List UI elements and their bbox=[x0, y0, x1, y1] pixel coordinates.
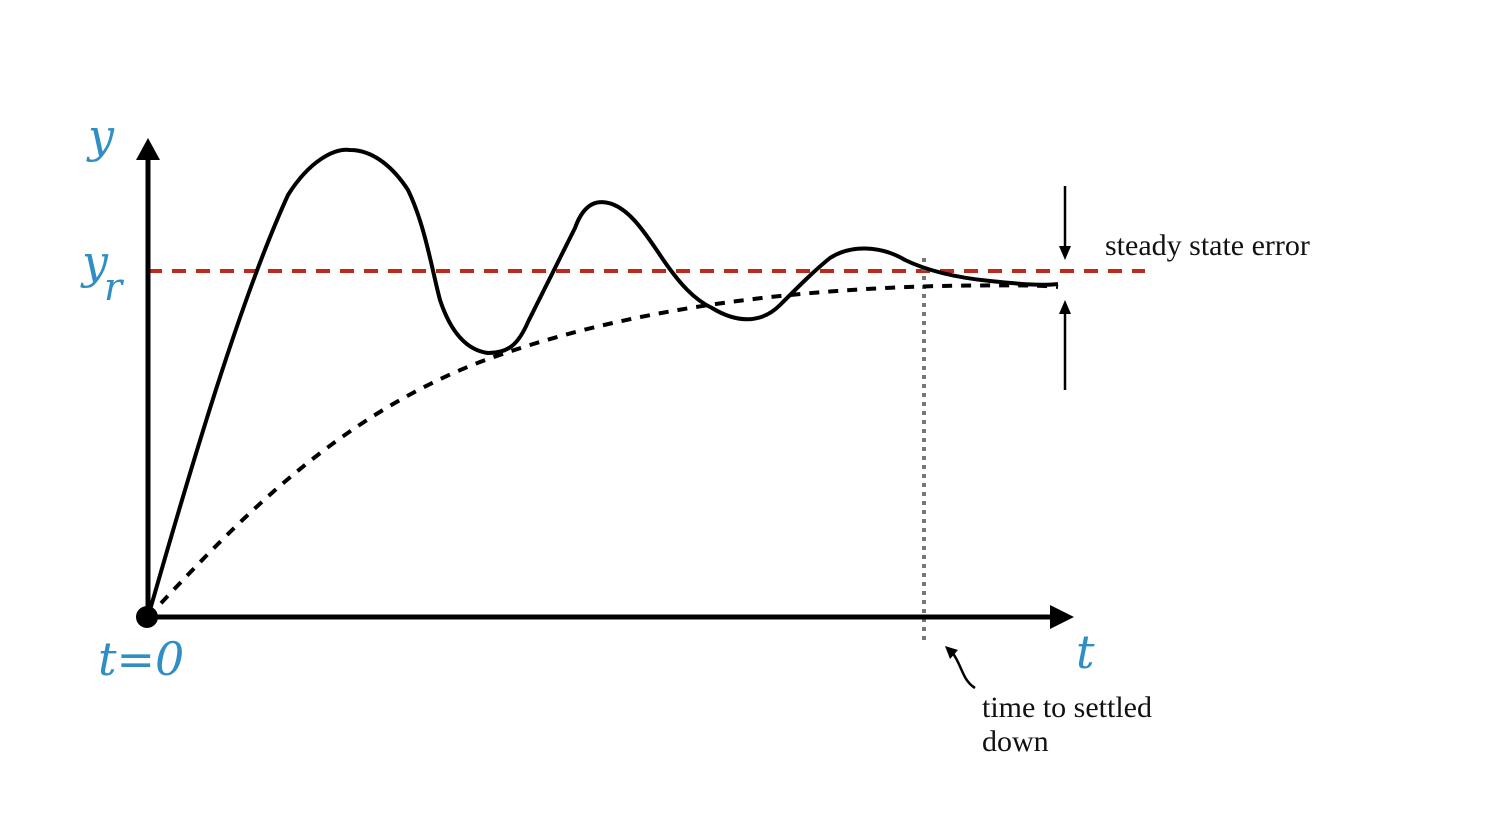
settle-time-label-line1: time to settled bbox=[982, 691, 1152, 724]
slow-response-curve bbox=[146, 283, 1059, 619]
reference-label-main: y bbox=[80, 235, 109, 289]
settle-pointer-arrowhead bbox=[945, 646, 958, 659]
settle-time-label-line2: down bbox=[982, 725, 1049, 758]
oscillating-response-curve bbox=[146, 147, 1059, 618]
y-axis-arrowhead bbox=[136, 138, 160, 160]
reference-label-sub: r bbox=[104, 265, 125, 309]
error-arrowhead-top bbox=[1059, 246, 1071, 260]
x-axis-label: t bbox=[1076, 625, 1095, 679]
error-arrowhead-bottom bbox=[1059, 300, 1071, 314]
origin-dot bbox=[136, 606, 158, 628]
x-axis-arrowhead bbox=[1050, 605, 1074, 629]
steady-state-error-label: steady state error bbox=[1105, 229, 1310, 262]
settle-pointer-curve bbox=[950, 651, 976, 690]
y-axis-label: y bbox=[86, 109, 115, 163]
origin-label: t=0 bbox=[98, 632, 184, 686]
